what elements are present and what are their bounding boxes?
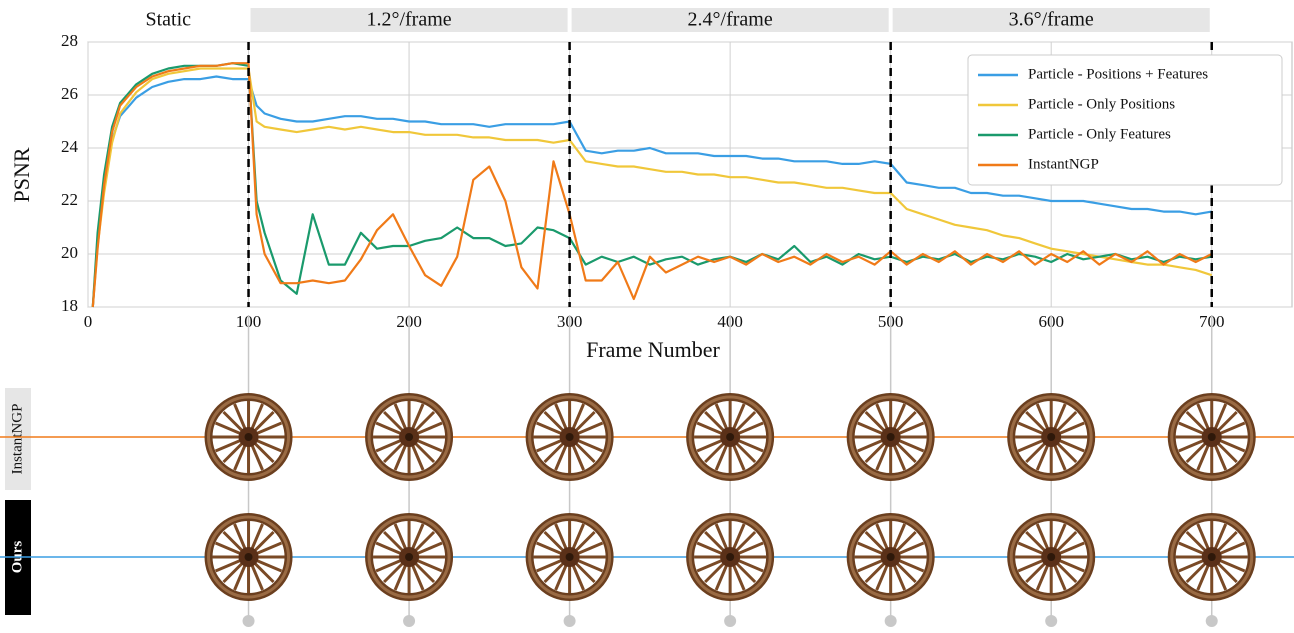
wheel-image	[530, 397, 610, 477]
phase-label: 3.6°/frame	[1009, 9, 1094, 31]
wheel-image	[369, 397, 449, 477]
y-tick-label: 22	[61, 190, 78, 209]
guide-dot	[1206, 615, 1218, 627]
y-tick-label: 18	[61, 296, 78, 315]
legend: Particle - Positions + Features Particle …	[968, 55, 1282, 185]
wheel-image	[209, 517, 289, 597]
y-tick-label: 28	[61, 31, 78, 50]
guide-dot	[724, 615, 736, 627]
legend-label: InstantNGP	[1028, 156, 1099, 172]
wheel-image	[209, 397, 289, 477]
wheel-image	[851, 397, 931, 477]
wheel-image	[1011, 517, 1091, 597]
y-axis-label: PSNR	[9, 147, 34, 202]
y-tick-label: 24	[61, 137, 79, 156]
figure: Static1.2°/frame2.4°/frame3.6°/frame0100…	[0, 0, 1294, 628]
wheel-image	[690, 517, 770, 597]
phase-label: 2.4°/frame	[688, 9, 773, 31]
x-axis-label: Frame Number	[586, 337, 720, 362]
guide-dot	[1045, 615, 1057, 627]
wheel-image	[851, 517, 931, 597]
legend-label: Particle - Positions + Features	[1028, 66, 1208, 82]
legend-label: Particle - Only Positions	[1028, 96, 1175, 112]
y-tick-label: 20	[61, 243, 78, 262]
legend-label: Particle - Only Features	[1028, 126, 1171, 142]
y-tick-label: 26	[61, 84, 78, 103]
phase-label: 1.2°/frame	[366, 9, 451, 31]
x-tick-label: 0	[84, 312, 93, 331]
guide-dot	[243, 615, 255, 627]
wheel-image	[1172, 397, 1252, 477]
wheel-image	[369, 517, 449, 597]
wheel-image	[1172, 517, 1252, 597]
guide-dot	[564, 615, 576, 627]
wheel-image	[530, 517, 610, 597]
wheel-image	[1011, 397, 1091, 477]
guide-dot	[403, 615, 415, 627]
phase-label: Static	[145, 9, 191, 31]
row-label: InstantNGP	[9, 404, 25, 475]
wheel-image	[690, 397, 770, 477]
guide-dot	[885, 615, 897, 627]
